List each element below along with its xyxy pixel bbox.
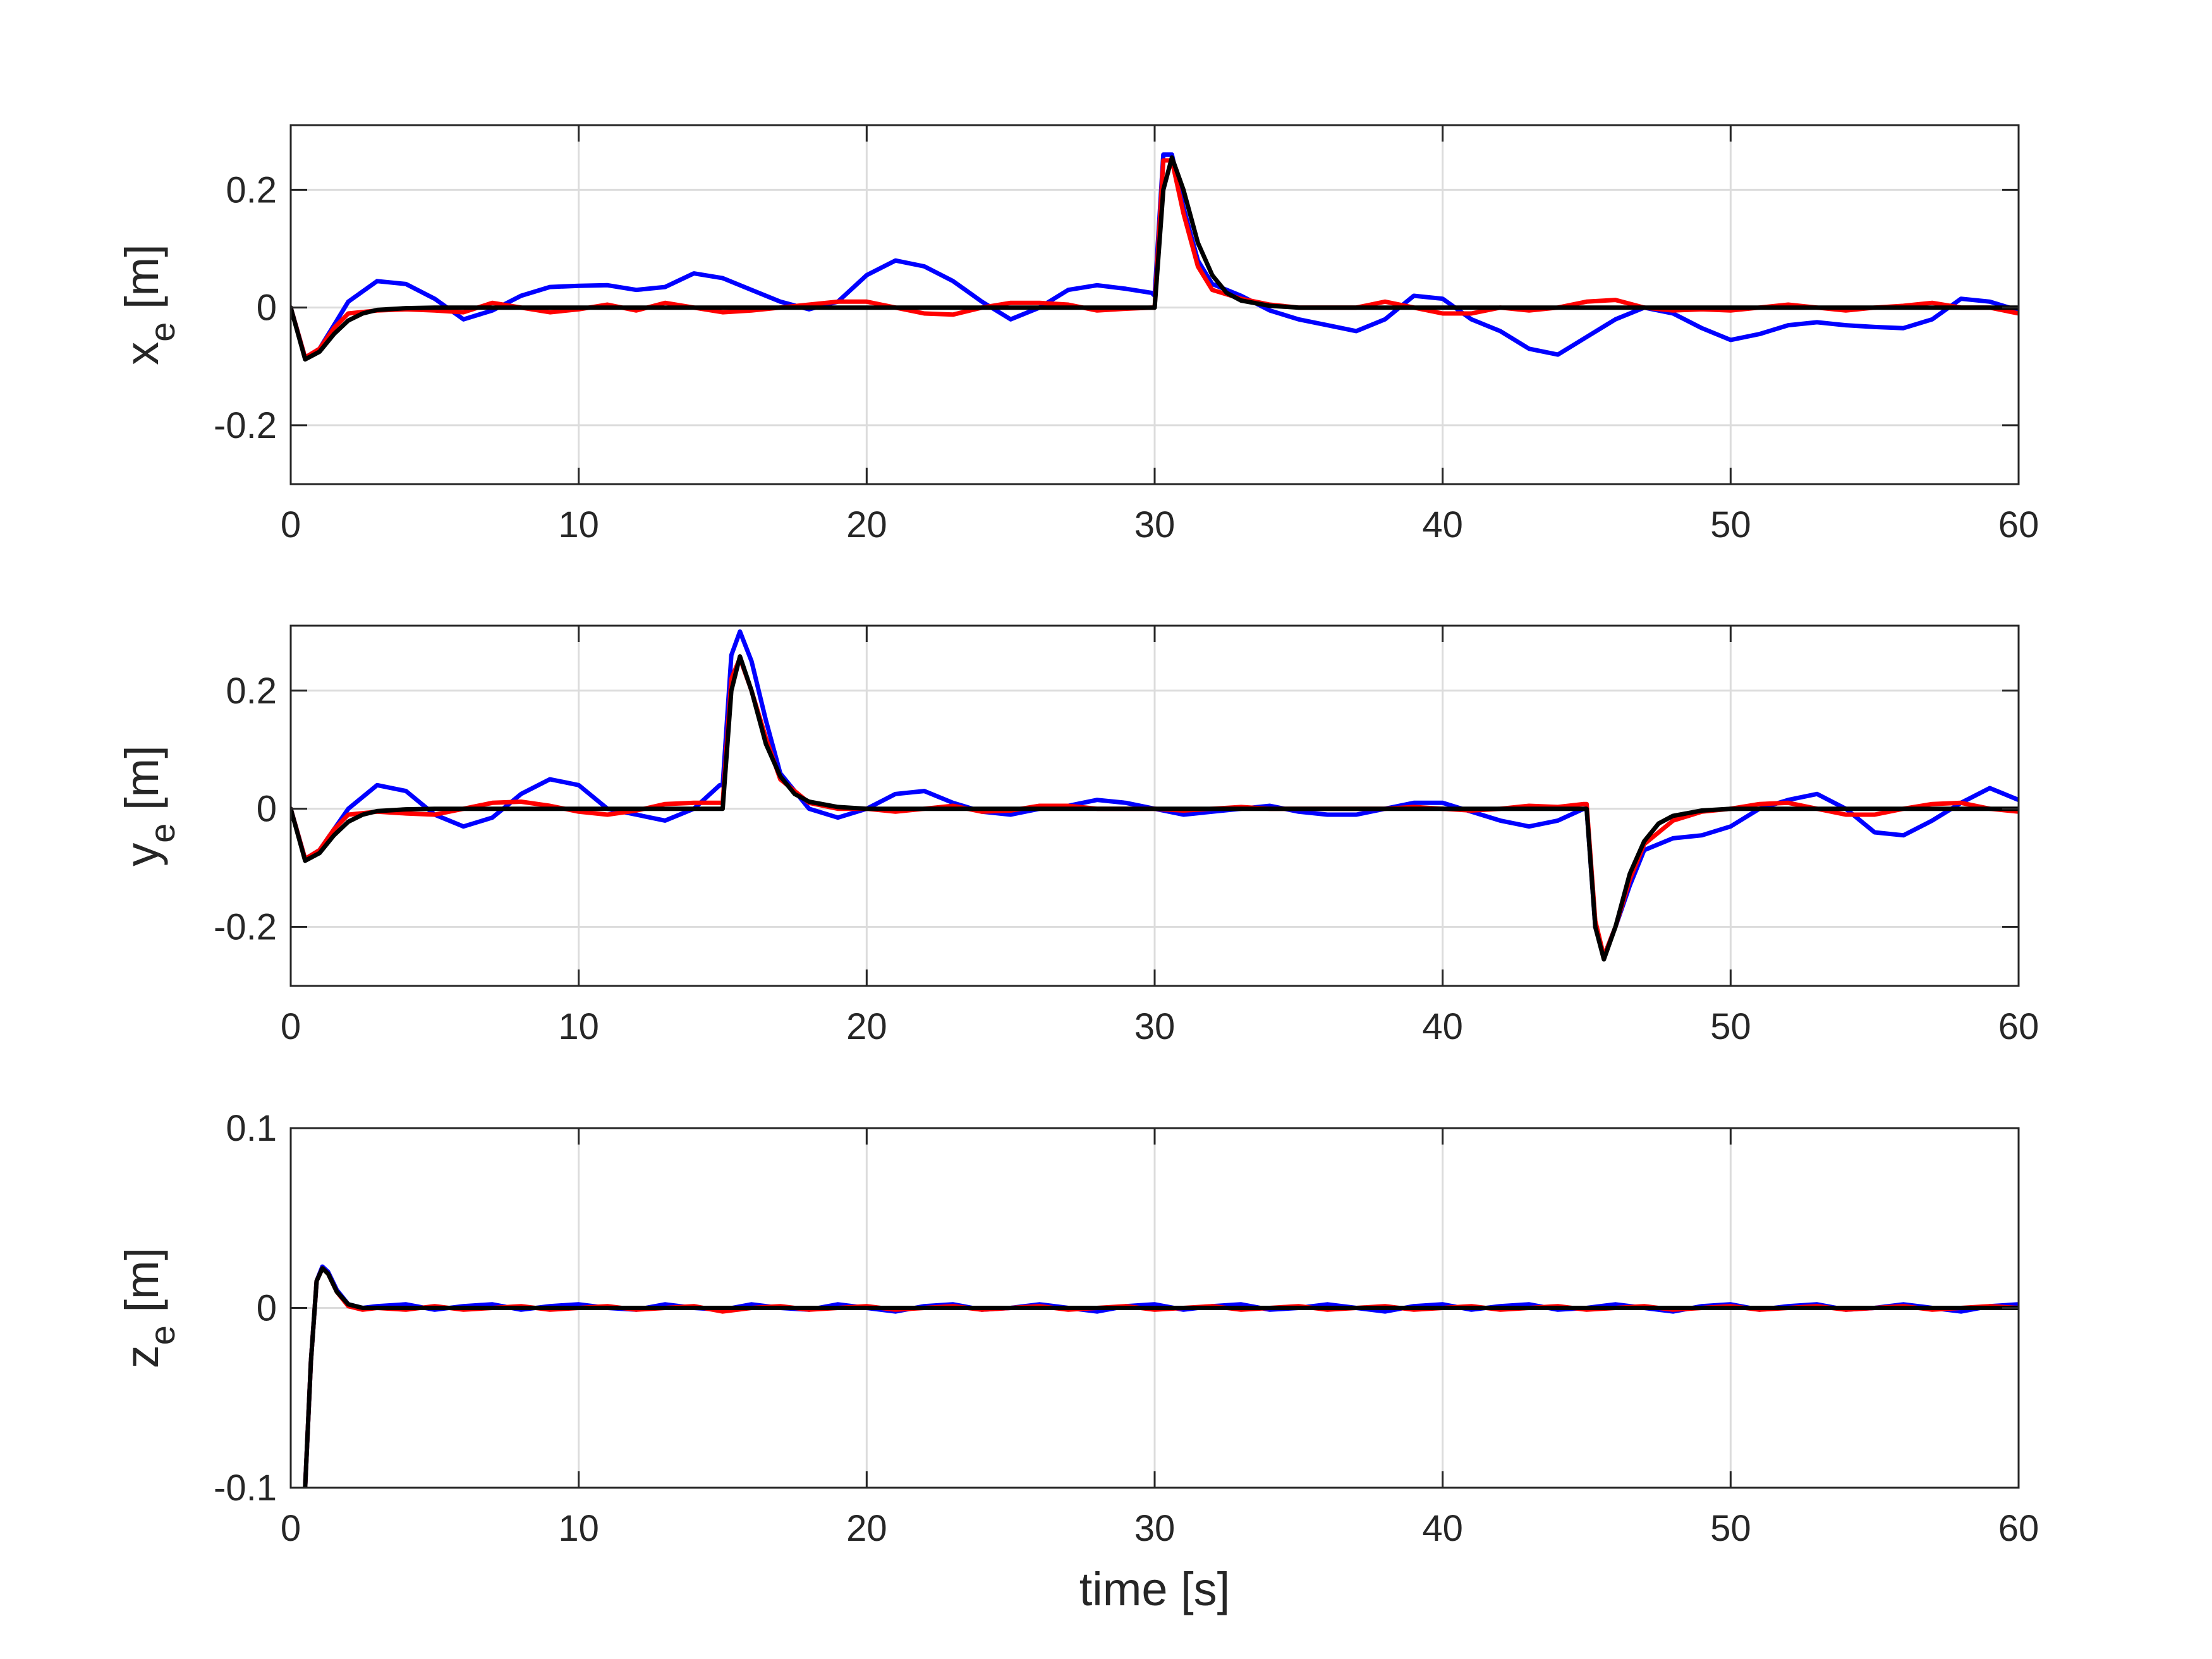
x-y-axis-label-unit: [m] [116,244,168,322]
x-series-3-line [291,155,2019,362]
y-y-axis-label-unit: [m] [116,745,168,823]
x-x-tick-label: 40 [1422,504,1463,545]
y-series-3-line [291,654,2019,962]
z-series-3-line [303,1266,2019,1488]
z-panel: 0 10 20 30 40 50 60-0.100.1ze [m] [116,1108,2039,1549]
z-y-tick-label: 0 [257,1288,277,1329]
y-y-axis-label-subscript: e [142,823,182,843]
y-x-tick-label: 60 [1998,1006,2039,1047]
z-x-tick-label: 50 [1710,1508,1751,1549]
panels: 0 10 20 30 40 50 60-0.200.2xe [m]0 10 20 30 40 50 60… [116,124,2039,1549]
x-x-tick-label: 0 [281,504,301,545]
z-y-axis-label: ze [m] [116,1248,182,1368]
y-x-tick-label: 0 [281,1006,301,1047]
z-x-tick-label: 30 [1134,1508,1176,1549]
x-x-tick-label: 30 [1134,504,1176,545]
x-y-axis-label-main: x [116,342,168,365]
x-series-group [291,152,2019,362]
y-y-tick-label: 0.2 [226,671,277,712]
x-panel: 0 10 20 30 40 50 60 -0.2 0 0.2 xe [m] [116,124,2039,545]
y-x-tick-label: 10 [558,1006,599,1047]
x-y-tick-label: 0.2 [226,169,277,210]
y-x-tick-label: 40 [1422,1006,1463,1047]
z-y-axis-label-main: z [116,1345,168,1368]
x-y-axis-label-subscript: e [142,322,182,342]
z-y-axis-label-unit: [m] [116,1248,168,1325]
x-axis-label: time [s] [1079,1563,1230,1615]
y-y-axis-label-main: y [116,843,168,866]
z-y-tick-label: 0.1 [226,1108,277,1149]
z-y-axis-label-subscript: e [142,1325,182,1345]
y-series-group [291,629,2019,962]
y-y-tick-label: 0 [257,789,277,830]
z-series-group [303,1264,2019,1488]
z-y-tick-label: -0.1 [214,1468,277,1509]
x-y-axis-label: xe [m] [116,244,182,365]
z-x-tick-label: 20 [846,1508,887,1549]
y-x-tick-label: 30 [1134,1006,1176,1047]
x-x-tick-label: 50 [1710,504,1751,545]
z-x-tick-label: 40 [1422,1508,1463,1549]
x-x-tick-label: 60 [1998,504,2039,545]
y-y-tick-label: -0.2 [214,907,277,948]
y-x-tick-label: 20 [846,1006,887,1047]
z-x-tick-label: 60 [1998,1508,2039,1549]
z-x-tick-label: 0 [281,1508,301,1549]
y-x-tick-label: 50 [1710,1006,1751,1047]
x-y-tick-label: -0.2 [214,405,277,446]
y-panel: 0 10 20 30 40 50 60 -0.2 0 0.2 ye [m] [116,624,2039,1047]
y-series-1-line [291,629,2019,959]
z-x-tick-label: 10 [558,1508,599,1549]
x-y-tick-label: 0 [257,288,277,329]
x-x-tick-label: 20 [846,504,887,545]
y-y-axis-label: ye [m] [116,745,182,866]
x-x-tick-label: 10 [558,504,599,545]
